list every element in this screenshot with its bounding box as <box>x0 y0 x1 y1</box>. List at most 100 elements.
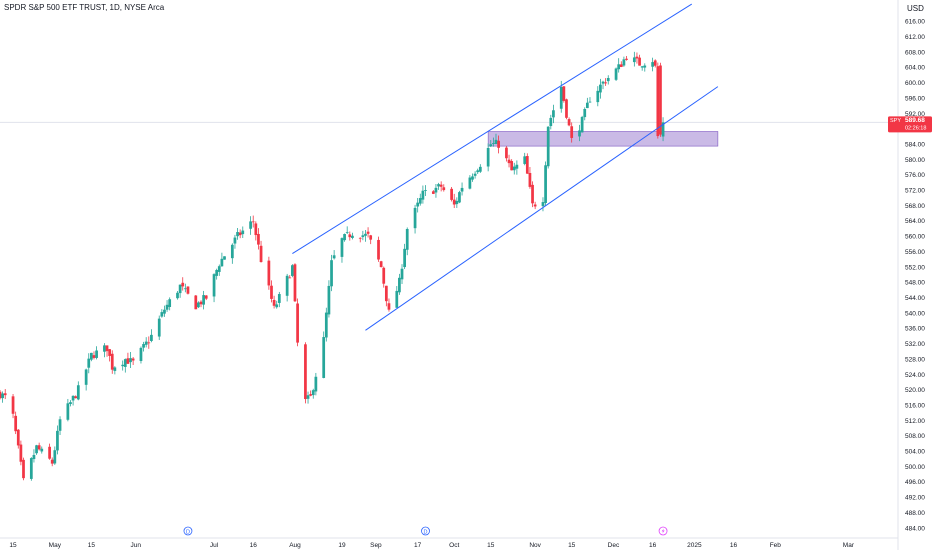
candle-body <box>570 126 574 138</box>
candle <box>267 256 271 290</box>
candle-body <box>601 81 605 84</box>
candle <box>241 226 245 238</box>
candle <box>403 243 406 270</box>
candle-body <box>215 269 219 276</box>
candle <box>494 133 498 145</box>
candle <box>562 86 566 103</box>
time-tick-label: Oct <box>449 542 459 549</box>
candle-body <box>236 232 239 237</box>
time-tick-label: 15 <box>487 542 495 549</box>
price-tick-label: 548.00 <box>905 280 925 287</box>
candle-body <box>223 256 226 260</box>
price-tick-label: 576.00 <box>905 172 925 179</box>
candle <box>418 193 422 206</box>
candle-body <box>35 445 38 454</box>
candle <box>416 197 420 213</box>
price-tag-background <box>888 116 932 133</box>
candle <box>604 78 607 86</box>
candle <box>343 233 346 242</box>
price-tick-label: 600.00 <box>905 80 925 87</box>
candle <box>285 273 289 302</box>
candle-body <box>241 230 245 235</box>
candle <box>58 416 62 436</box>
candle-body <box>285 275 289 296</box>
time-tick-label: Nov <box>529 542 541 549</box>
candle-body <box>275 304 279 308</box>
candle <box>121 360 125 371</box>
candle <box>95 346 98 360</box>
candle <box>489 140 493 148</box>
candle-body <box>288 277 292 279</box>
candle <box>515 160 519 175</box>
candle <box>288 275 292 279</box>
candle-body <box>512 166 516 171</box>
candle-body <box>604 82 607 84</box>
candle <box>3 389 7 400</box>
candle-body <box>126 358 130 364</box>
candle <box>275 300 279 309</box>
candle <box>257 228 260 250</box>
candle <box>32 449 36 463</box>
candle-body <box>270 285 273 299</box>
time-tick-label: 15 <box>88 542 96 549</box>
candle <box>236 227 239 240</box>
candle-body <box>340 238 344 257</box>
currency-label[interactable]: USD <box>907 4 924 13</box>
candle <box>533 201 537 210</box>
lightning-icon <box>658 526 668 536</box>
candle <box>272 295 276 309</box>
candle <box>183 283 187 293</box>
candle <box>220 252 224 267</box>
time-tick-label: Jul <box>210 542 219 549</box>
price-tick-label: 524.00 <box>905 372 925 379</box>
time-tick-label: Jun <box>131 542 142 549</box>
candle-body <box>14 415 18 432</box>
support-zone-layer[interactable] <box>487 131 719 147</box>
lightning-glyph <box>661 528 665 534</box>
candle-body <box>497 140 500 148</box>
candle-body <box>400 268 404 280</box>
candle-body <box>471 176 474 180</box>
dividend-marker-label: D <box>424 529 428 535</box>
price-tick-label: 540.00 <box>905 310 925 317</box>
candle <box>314 372 318 396</box>
last-price-tag: SPY 589.68 02:26:18 <box>888 116 932 133</box>
candle-body <box>37 445 41 450</box>
candle <box>510 159 514 171</box>
candle-body <box>434 187 438 193</box>
candle-body <box>89 352 93 360</box>
candle-body <box>254 223 258 236</box>
candle-body <box>163 309 166 314</box>
price-tick-label: 580.00 <box>905 157 925 164</box>
candle <box>512 162 516 175</box>
candle <box>108 349 112 362</box>
candle <box>105 345 109 357</box>
time-axis[interactable]: 15 May 15 Jun Jul 16 Aug 19 Sep 17 Oct 15 Nov 15 Dec 16… <box>9 542 854 549</box>
channel-lower-line[interactable] <box>365 86 719 331</box>
candle <box>588 97 592 103</box>
price-tick-label: 608.00 <box>905 49 925 56</box>
candle <box>29 457 33 481</box>
candle-body <box>638 57 641 66</box>
candle-body <box>583 109 587 118</box>
candle-body <box>559 86 563 109</box>
candle <box>251 215 255 228</box>
candle <box>617 58 621 73</box>
candle <box>22 457 25 481</box>
candle <box>202 290 205 310</box>
candle-body <box>40 448 44 452</box>
candle-body <box>531 184 534 204</box>
candle <box>366 227 370 238</box>
candle <box>40 446 44 454</box>
candle <box>544 161 547 206</box>
candle <box>635 52 639 64</box>
candle <box>643 63 647 72</box>
channel-upper-line[interactable] <box>292 3 693 254</box>
channel-layer[interactable] <box>292 3 719 331</box>
candle <box>168 297 172 311</box>
support-zone-rectangle[interactable] <box>487 131 719 147</box>
candle <box>531 181 534 208</box>
candle <box>476 168 480 175</box>
